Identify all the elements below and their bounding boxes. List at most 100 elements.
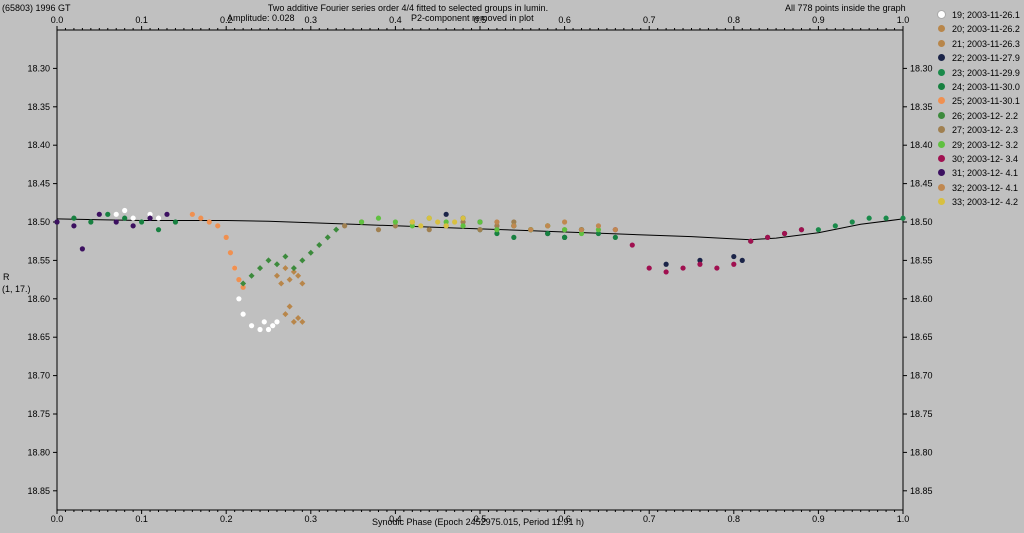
y-tick-label: 18.85 [27, 486, 50, 496]
legend-swatch [938, 11, 945, 18]
legend-swatch [938, 126, 945, 134]
y-tick-label-right: 18.30 [910, 63, 933, 73]
data-point [739, 257, 745, 263]
data-point [612, 234, 618, 240]
y-tick-label: 18.55 [27, 255, 50, 265]
data-point [443, 211, 449, 217]
data-point [265, 326, 272, 333]
legend-swatch [938, 25, 945, 33]
data-point [511, 223, 517, 229]
legend-label: 31; 2003-12- 4.1 [952, 168, 1019, 179]
y-tick-label-right: 18.60 [910, 294, 933, 304]
legend-swatch [938, 198, 945, 206]
series-26 [240, 226, 340, 287]
y-tick-label-right: 18.50 [910, 217, 933, 227]
data-point [198, 215, 204, 221]
legend-label: 33; 2003-12- 4.2 [952, 197, 1019, 208]
data-point [443, 223, 449, 229]
data-point [562, 227, 568, 233]
data-point [147, 211, 153, 217]
data-point [189, 211, 195, 217]
data-point [443, 219, 449, 225]
data-point [714, 265, 720, 271]
data-point [595, 223, 602, 229]
data-point [147, 215, 153, 221]
data-point [494, 230, 500, 237]
series-20 [282, 303, 306, 325]
legend-swatch [938, 68, 945, 76]
data-point [273, 272, 280, 279]
data-point [232, 265, 238, 271]
legend-label: 27; 2003-12- 2.3 [952, 125, 1019, 136]
data-point [290, 318, 297, 325]
data-point [122, 207, 128, 214]
x-tick-label-top: 0.1 [135, 15, 148, 25]
data-point [257, 265, 264, 272]
data-point [680, 265, 686, 271]
p2-note: P2-component removed in plot [411, 13, 534, 23]
data-point [477, 227, 483, 233]
data-point [236, 277, 242, 283]
legend-label: 23; 2003-11-29.9 [952, 67, 1020, 78]
data-point [578, 227, 585, 233]
series-22 [443, 211, 745, 267]
data-point [274, 319, 280, 325]
legend-swatch [938, 54, 945, 62]
data-point [286, 303, 293, 310]
data-point [299, 280, 306, 287]
x-tick-label: 0.3 [305, 514, 318, 524]
data-point [781, 230, 788, 237]
data-point [697, 257, 703, 263]
data-point [290, 268, 297, 275]
legend-label: 26; 2003-12- 2.2 [952, 110, 1019, 121]
data-point [324, 234, 331, 241]
data-point [511, 219, 517, 225]
data-point [883, 215, 889, 221]
data-point [130, 223, 136, 229]
data-point [113, 219, 119, 225]
y-axis-label: R [3, 272, 10, 282]
chart-title: Two additive Fourier series order 4/4 fi… [267, 3, 549, 13]
x-tick-label-top: 0.2 [220, 15, 233, 25]
data-point [71, 215, 77, 221]
legend-swatch [938, 97, 945, 105]
legend-label: 29; 2003-12- 3.2 [952, 139, 1019, 150]
x-tick-label: 0.7 [643, 514, 656, 524]
y-tick-label: 18.50 [27, 217, 50, 227]
data-point [849, 219, 855, 225]
data-point [248, 323, 255, 329]
data-point [130, 215, 136, 221]
data-point [342, 223, 348, 229]
x-tick-label-top: 1.0 [897, 15, 910, 25]
data-point [155, 227, 162, 233]
data-point [832, 223, 838, 229]
data-point [257, 326, 263, 333]
legend-label: 25; 2003-11-30.1 [952, 96, 1020, 107]
y-tick-label: 18.45 [27, 179, 50, 189]
x-tick-label: 0.2 [220, 514, 233, 524]
data-point [578, 230, 585, 237]
y-tick-label: 18.80 [27, 447, 50, 457]
data-point [545, 223, 551, 229]
series-33 [409, 215, 466, 229]
data-point [452, 219, 458, 225]
series-31 [54, 211, 170, 252]
data-point [227, 250, 234, 256]
data-point [545, 230, 551, 237]
data-point [629, 242, 635, 248]
amplitude-label: Amplitude: 0.028 [227, 13, 295, 23]
data-point [223, 234, 229, 240]
data-point [494, 223, 500, 229]
series-23 [748, 215, 906, 244]
y-tick-label: 18.60 [27, 294, 50, 304]
y-tick-label: 18.35 [27, 102, 50, 112]
series-32 [494, 219, 618, 233]
data-point [270, 323, 276, 329]
series-24 [54, 211, 618, 240]
data-point [358, 219, 365, 225]
data-point [595, 230, 602, 237]
y-tick-label: 18.75 [27, 409, 50, 419]
x-tick-label: 0.4 [389, 514, 402, 524]
y-tick-label: 18.30 [27, 63, 50, 73]
data-point [392, 219, 398, 225]
